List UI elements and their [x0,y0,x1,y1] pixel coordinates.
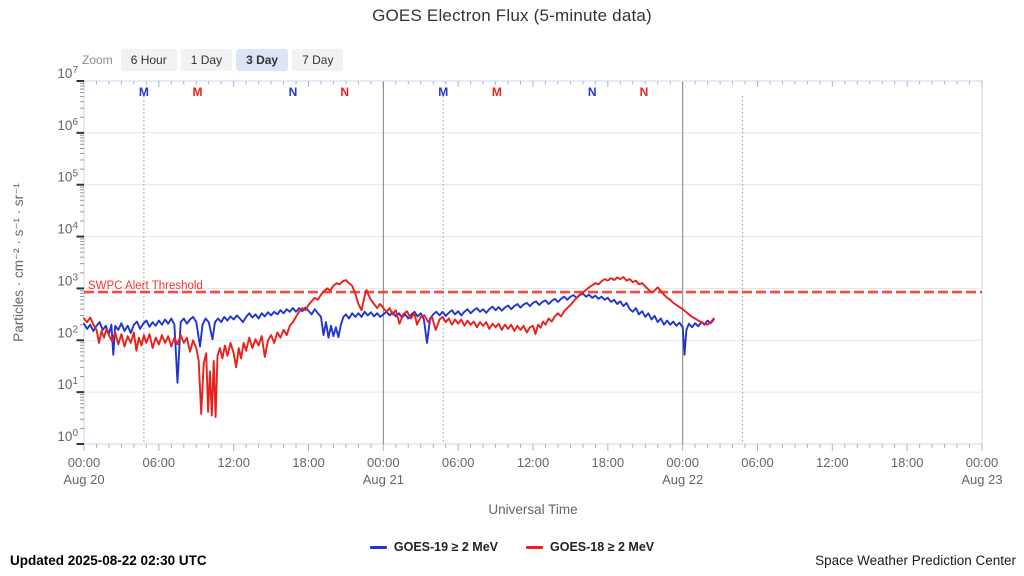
satellite-marker-letter: M [192,85,202,99]
x-tick-label: 12:00 [217,455,250,470]
x-tick-label: 06:00 [442,455,475,470]
x-date-label: Aug 21 [363,472,404,487]
x-tick-label: 18:00 [592,455,625,470]
zoom-button-7-day[interactable]: 7 Day [292,49,344,71]
x-date-label: Aug 23 [961,472,1002,487]
zoom-range-selector: Zoom 6 Hour 1 Day 3 Day 7 Day [82,49,344,71]
satellite-marker-letter: M [492,85,502,99]
x-date-label: Aug 22 [662,472,703,487]
series-line-goes-19 [83,292,715,384]
zoom-label: Zoom [82,53,113,67]
satellite-marker-letter: N [340,85,349,99]
swpc-credit: Space Weather Prediction Center [815,553,1016,568]
x-tick-label: 00:00 [666,455,699,470]
x-axis-title: Universal Time [488,502,577,517]
legend-label-goes-19: GOES-19 ≥ 2 MeV [393,540,498,554]
y-tick-label: 106 [57,117,78,133]
page-title: GOES Electron Flux (5-minute data) [372,6,652,25]
legend-item-goes-18[interactable]: GOES-18 ≥ 2 MeV [526,540,654,554]
y-tick-label: 100 [57,428,78,444]
x-date-label: Aug 20 [63,472,104,487]
zoom-button-6-hour[interactable]: 6 Hour [120,49,177,71]
chart-plot-area[interactable] [84,81,982,444]
x-tick-label: 18:00 [891,455,924,470]
updated-timestamp: Updated 2025-08-22 02:30 UTC [10,553,207,568]
zoom-button-3-day[interactable]: 3 Day [236,49,289,71]
y-tick-label: 103 [57,272,78,288]
zoom-button-1-day[interactable]: 1 Day [180,49,233,71]
x-tick-label: 18:00 [292,455,325,470]
y-tick-label: 107 [57,65,78,81]
y-axis-title: Particles · cm⁻² · s⁻¹ · sr⁻¹ [11,183,26,342]
y-tick-label: 104 [57,221,78,237]
y-tick-label: 101 [57,376,78,392]
goes-18-line-swatch [526,545,543,549]
x-tick-label: 12:00 [517,455,550,470]
y-tick-label: 102 [57,324,78,340]
satellite-marker-letter: N [640,85,649,99]
x-tick-label: 06:00 [741,455,774,470]
satellite-marker-letter: N [289,85,298,99]
x-tick-label: 12:00 [816,455,849,470]
y-tick-label: 105 [57,169,78,185]
swpc-alert-threshold-label: SWPC Alert Threshold [88,280,203,292]
satellite-marker-letter: M [438,85,448,99]
x-tick-label: 00:00 [966,455,999,470]
satellite-marker-letter: N [588,85,597,99]
series-line-goes-18 [83,276,715,418]
goes-19-line-swatch [369,545,387,549]
legend-label-goes-18: GOES-18 ≥ 2 MeV [550,540,655,554]
x-tick-label: 06:00 [143,455,176,470]
satellite-marker-letter: M [139,85,149,99]
x-tick-label: 00:00 [68,455,101,470]
chart-legend: GOES-19 ≥ 2 MeV GOES-18 ≥ 2 MeV [0,540,1024,554]
legend-item-goes-19[interactable]: GOES-19 ≥ 2 MeV [369,540,498,554]
x-tick-label: 00:00 [367,455,400,470]
